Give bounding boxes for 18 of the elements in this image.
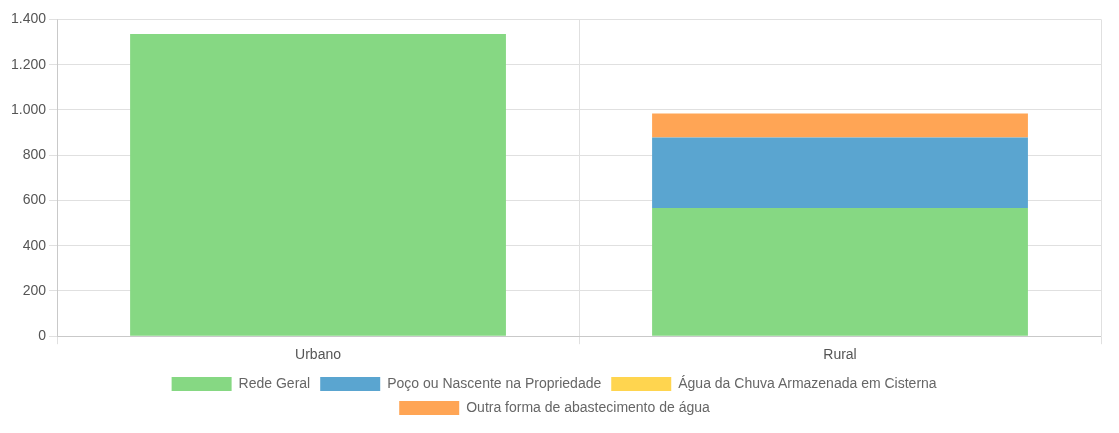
y-tick-label: 1.400 xyxy=(10,10,47,27)
legend-label: Rede Geral xyxy=(238,374,311,391)
y-tick-label: 200 xyxy=(22,281,47,298)
legend-label: Água da Chuva Armazenada em Cisterna xyxy=(678,374,937,391)
bar xyxy=(130,33,506,336)
bar xyxy=(652,207,1028,336)
x-tick-label: Rural xyxy=(823,346,857,363)
bar xyxy=(652,113,1028,138)
legend-label: Poço ou Nascente na Propriedade xyxy=(387,374,602,391)
y-tick-label: 800 xyxy=(22,146,47,163)
legend-label: Outra forma de abastecimento de água xyxy=(466,398,711,415)
x-tick-label: Urbano xyxy=(295,346,342,363)
y-tick-label: 400 xyxy=(22,236,47,253)
y-tick-label: 600 xyxy=(22,191,47,208)
y-tick-label: 0 xyxy=(38,327,47,344)
bar xyxy=(652,137,1028,208)
y-tick-label: 1.200 xyxy=(10,55,47,72)
y-tick-label: 1.000 xyxy=(10,100,47,117)
